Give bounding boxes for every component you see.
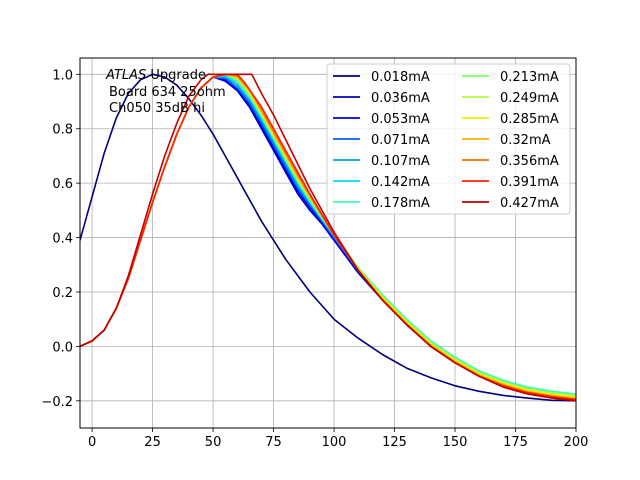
x-tick-label: 150 (443, 435, 468, 450)
x-tick-label: 25 (144, 435, 161, 450)
legend-label: 0.071mA (371, 133, 430, 148)
y-tick-label: 1.0 (52, 68, 73, 83)
legend-label: 0.356mA (500, 154, 559, 169)
y-tick-label: 0.6 (52, 177, 73, 192)
x-tick-label: 125 (382, 435, 407, 450)
x-tick-label: 175 (503, 435, 528, 450)
axis-ticks: 0 25 50 75 100 125 150 175 200 −0.2 0.0 0.2 0.4 0.6 0.… (41, 68, 588, 450)
y-tick-label: 0.0 (52, 340, 73, 355)
legend-label: 0.427mA (500, 196, 559, 211)
annotation-atlas: ATLAS (105, 68, 146, 83)
plot-frame (79, 57, 577, 429)
series-line (80, 73, 576, 402)
x-tick-label: 100 (322, 435, 347, 450)
series-group (80, 73, 576, 402)
x-tick-label: 0 (88, 435, 96, 450)
annotation-upgrade: Upgrade (146, 68, 206, 83)
legend-label: 0.178mA (371, 196, 430, 211)
legend-label: 0.285mA (500, 112, 559, 127)
legend-label: 0.142mA (371, 175, 430, 190)
annotation-line-3: Ch050 35dB hi (109, 101, 205, 116)
legend-box (326, 63, 571, 215)
y-tick-label: −0.2 (41, 395, 73, 410)
y-tick-label: 0.4 (52, 232, 73, 247)
legend-label: 0.053mA (371, 112, 430, 127)
legend-label: 0.249mA (500, 91, 559, 106)
annotation-line-1: ATLAS Upgrade (105, 68, 206, 83)
x-tick-label: 75 (265, 435, 282, 450)
legend-label: 0.213mA (500, 70, 559, 85)
legend-label: 0.107mA (371, 154, 430, 169)
legend-label: 0.32mA (500, 133, 551, 148)
annotation-text: ATLAS Upgrade Board 634 25ohm Ch050 35dB… (105, 68, 226, 116)
x-tick-label: 50 (205, 435, 222, 450)
series-line (80, 73, 576, 402)
x-tick-label: 200 (564, 435, 589, 450)
y-tick-label: 0.8 (52, 123, 73, 138)
legend-label: 0.036mA (371, 91, 430, 106)
legend: 0.018mA 0.036mA 0.053mA 0.071mA 0.107mA 0.142… (326, 63, 571, 215)
legend-label: 0.018mA (371, 70, 430, 85)
y-tick-label: 0.2 (52, 286, 73, 301)
annotation-line-2: Board 634 25ohm (109, 85, 226, 100)
legend-label: 0.391mA (500, 175, 559, 190)
